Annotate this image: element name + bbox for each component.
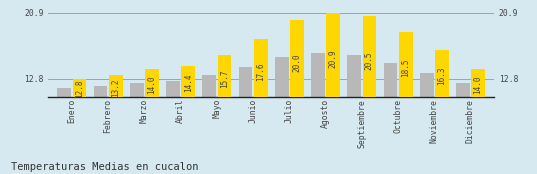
Bar	[166, 81, 180, 97]
Bar	[435, 50, 449, 97]
Text: 15.7: 15.7	[220, 69, 229, 88]
Text: 17.6: 17.6	[256, 62, 265, 81]
Text: 18.5: 18.5	[401, 59, 410, 77]
Text: 14.0: 14.0	[474, 75, 483, 94]
Bar	[130, 83, 143, 97]
Bar	[145, 69, 159, 97]
Bar	[275, 57, 288, 97]
Bar	[182, 66, 195, 97]
Bar	[326, 13, 340, 97]
Text: 14.0: 14.0	[148, 75, 156, 94]
Text: 16.3: 16.3	[437, 67, 446, 85]
Bar	[399, 32, 412, 97]
Text: 20.5: 20.5	[365, 52, 374, 70]
Bar	[72, 79, 86, 97]
Bar	[290, 20, 304, 97]
Bar	[471, 69, 485, 97]
Bar	[109, 75, 122, 97]
Text: 14.4: 14.4	[184, 74, 193, 92]
Bar	[202, 75, 216, 97]
Bar	[311, 53, 325, 97]
Text: 20.0: 20.0	[293, 53, 301, 72]
Bar	[362, 16, 376, 97]
Text: 12.8: 12.8	[75, 80, 84, 98]
Text: 20.9: 20.9	[329, 50, 338, 69]
Bar	[383, 64, 397, 97]
Bar	[456, 83, 470, 97]
Text: Temperaturas Medias en cucalon: Temperaturas Medias en cucalon	[11, 162, 198, 172]
Bar	[238, 67, 252, 97]
Bar	[217, 55, 231, 97]
Bar	[347, 55, 361, 97]
Bar	[93, 86, 107, 97]
Text: 13.2: 13.2	[111, 78, 120, 97]
Bar	[254, 39, 267, 97]
Bar	[420, 73, 433, 97]
Bar	[57, 88, 71, 97]
